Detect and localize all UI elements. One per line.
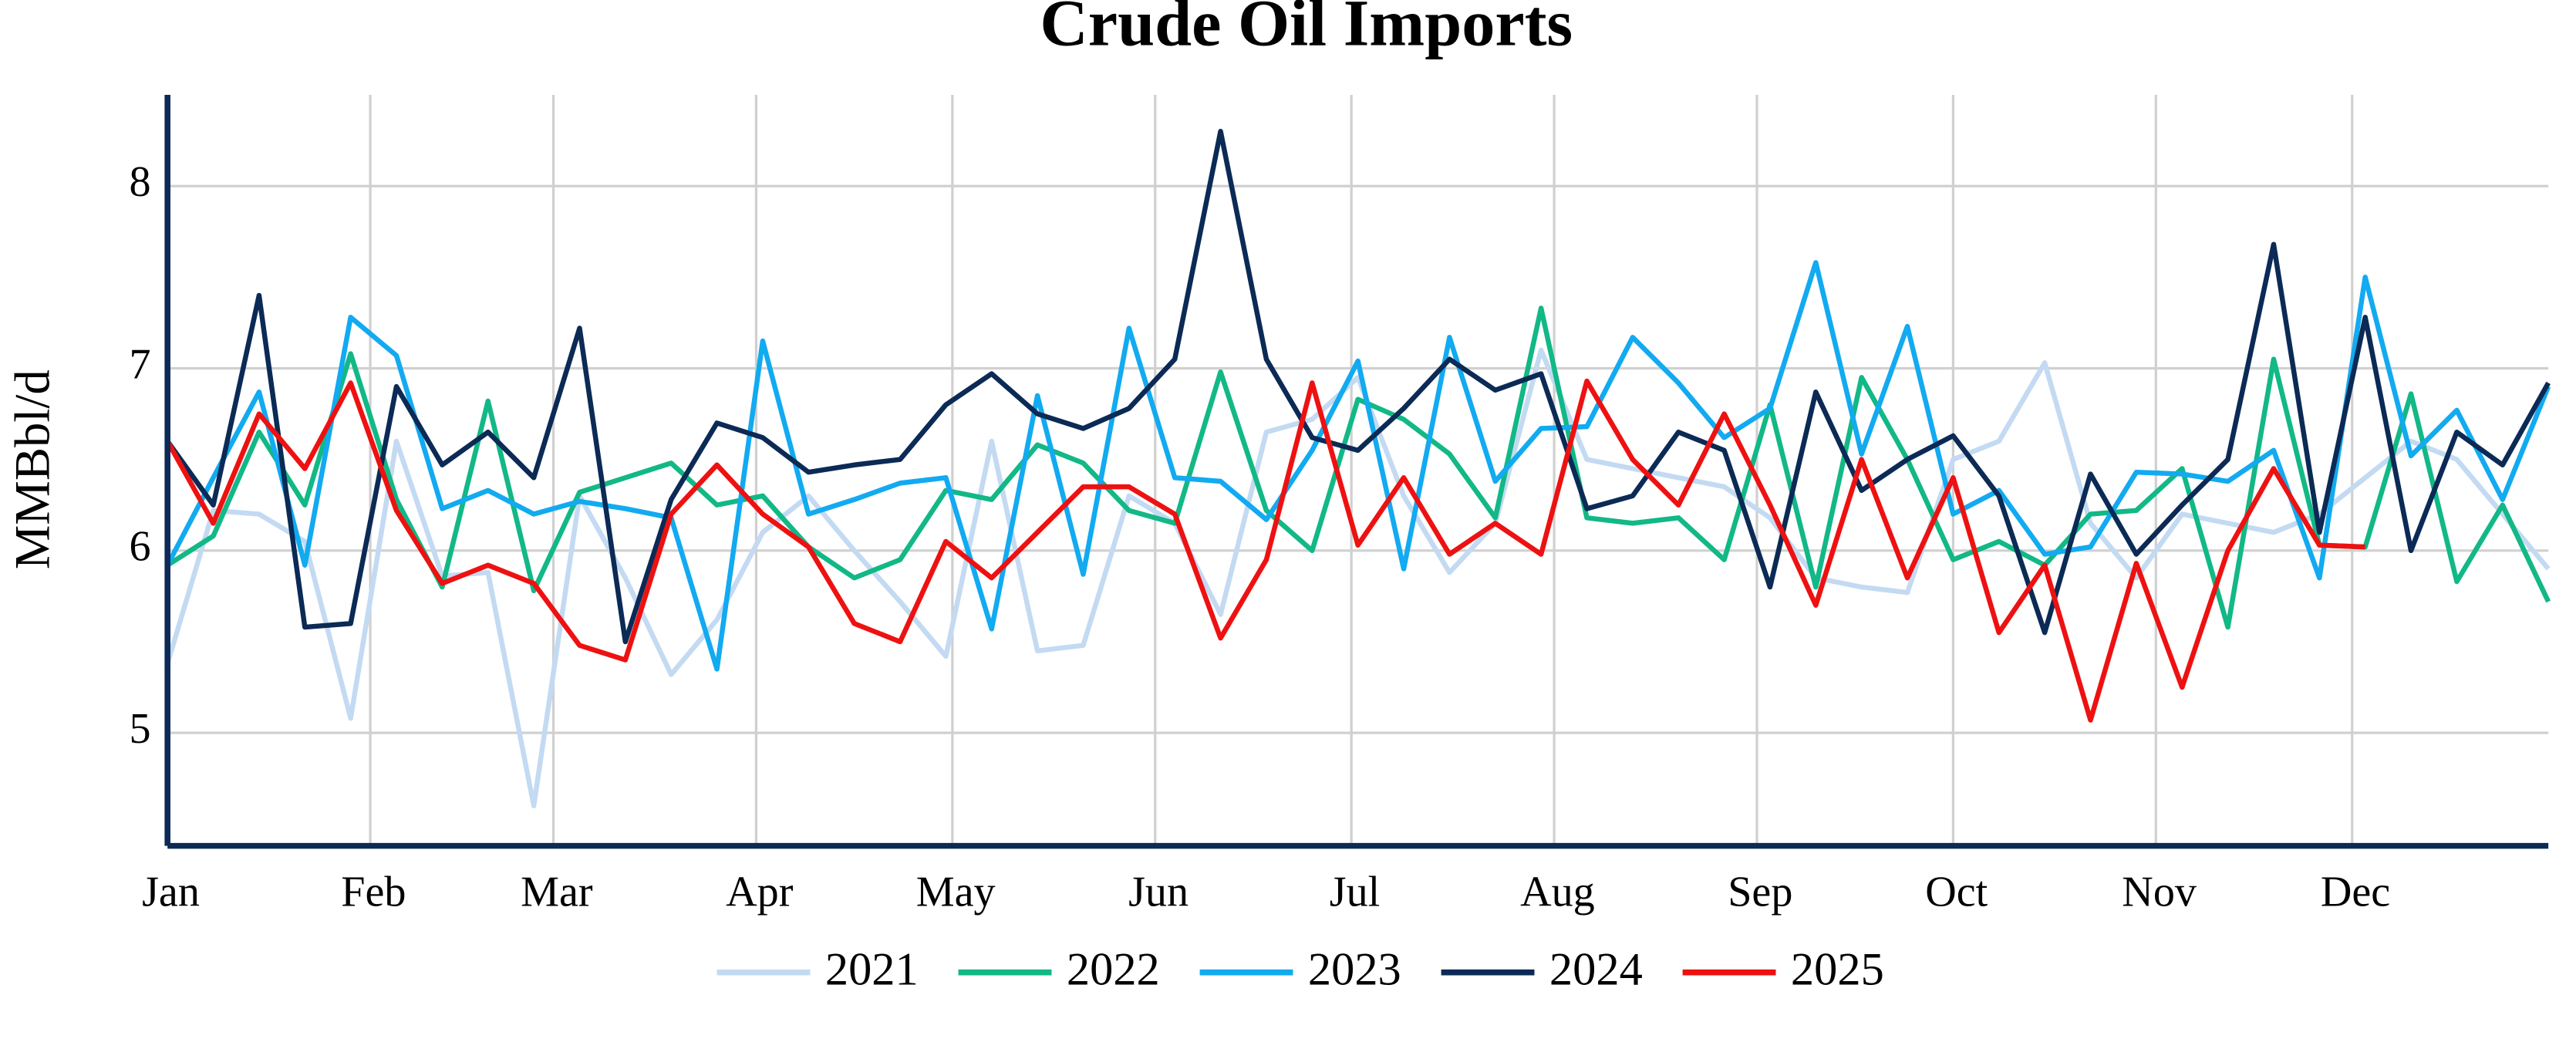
legend-label: 2023 [1308, 944, 1401, 996]
y-tick-label: 7 [130, 340, 151, 388]
x-tick-label: Jan [142, 868, 200, 916]
chart-title: Crude Oil Imports [1040, 0, 1573, 60]
legend-label: 2024 [1549, 944, 1643, 996]
y-tick-label: 6 [130, 523, 151, 571]
y-tick-label: 8 [130, 158, 151, 206]
x-tick-label: Jul [1330, 868, 1380, 916]
x-tick-label: Apr [726, 868, 794, 916]
x-tick-label: Oct [1925, 868, 1988, 916]
x-tick-label: Mar [521, 868, 593, 916]
x-tick-label: Nov [2122, 868, 2197, 916]
legend-label: 2021 [825, 944, 919, 996]
series-line [165, 260, 2551, 672]
series-line [166, 305, 2551, 630]
x-tick-label: May [916, 868, 996, 916]
series-line [165, 378, 2365, 723]
series-line [165, 347, 2551, 808]
x-tick-label: Aug [1520, 868, 1595, 916]
x-tick-label: Sep [1728, 868, 1792, 916]
x-tick-label: Jun [1128, 868, 1189, 916]
x-tick-label: Feb [341, 868, 406, 916]
y-axis-label: MMBbl/d [5, 369, 61, 569]
legend-label: 2022 [1067, 944, 1160, 996]
legend-label: 2025 [1791, 944, 1884, 996]
x-tick-label: Dec [2321, 868, 2390, 916]
series-line [165, 129, 2551, 645]
y-tick-label: 5 [130, 705, 151, 753]
